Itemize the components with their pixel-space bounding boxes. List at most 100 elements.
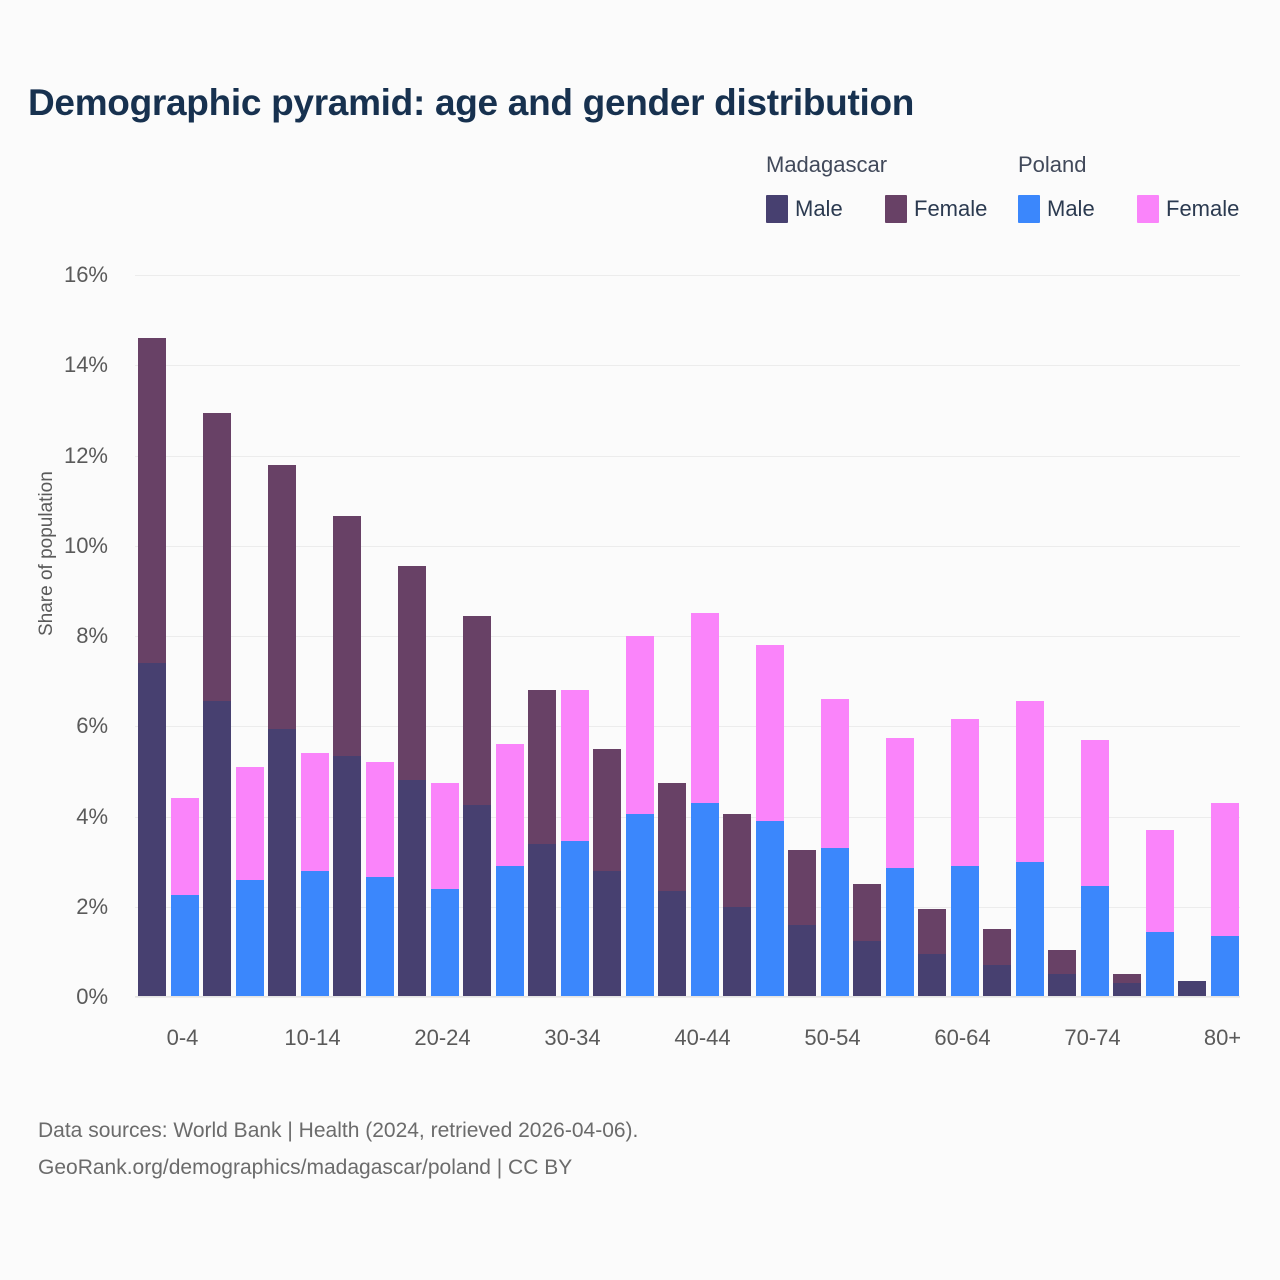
bar-segment[interactable] [853,884,881,941]
bar-poland[interactable] [171,798,199,997]
bar-segment[interactable] [561,841,589,997]
bar-segment[interactable] [951,866,979,997]
bar-poland[interactable] [1016,701,1044,997]
bar-segment[interactable] [366,762,394,878]
bar-segment[interactable] [366,877,394,997]
bar-segment[interactable] [268,464,296,729]
bar-madagascar[interactable] [788,850,816,997]
bar-segment[interactable] [593,748,621,871]
legend-item-madagascar-male[interactable]: Male [766,192,843,226]
bar-madagascar[interactable] [723,814,751,997]
bar-segment[interactable] [1211,936,1239,997]
bar-segment[interactable] [723,906,751,997]
bar-poland[interactable] [821,699,849,997]
legend-item-poland-female[interactable]: Female [1137,192,1239,226]
bar-segment[interactable] [301,753,329,871]
bar-madagascar[interactable] [333,516,361,997]
bar-segment[interactable] [333,755,361,997]
bar-madagascar[interactable] [1048,949,1076,997]
bar-segment[interactable] [626,814,654,997]
bar-segment[interactable] [886,868,914,997]
bar-segment[interactable] [658,782,686,891]
bar-segment[interactable] [236,766,264,880]
bar-segment[interactable] [756,821,784,997]
bar-segment[interactable] [171,895,199,997]
bar-madagascar[interactable] [593,748,621,997]
bar-segment[interactable] [658,890,686,997]
bar-segment[interactable] [138,663,166,997]
bar-segment[interactable] [983,965,1011,997]
bar-madagascar[interactable] [268,464,296,997]
bar-segment[interactable] [1048,949,1076,975]
bar-segment[interactable] [1113,974,1141,984]
bar-madagascar[interactable] [463,615,491,997]
bar-poland[interactable] [431,782,459,997]
bar-segment[interactable] [236,879,264,997]
bar-poland[interactable] [756,645,784,997]
bar-madagascar[interactable] [398,566,426,997]
bar-segment[interactable] [918,909,946,955]
bar-segment[interactable] [1081,886,1109,997]
bar-poland[interactable] [561,690,589,997]
bar-segment[interactable] [821,699,849,849]
bar-segment[interactable] [983,929,1011,966]
bar-segment[interactable] [1016,861,1044,997]
bar-segment[interactable] [398,566,426,781]
bar-segment[interactable] [1113,983,1141,997]
legend-item-poland-male[interactable]: Male [1018,192,1095,226]
bar-segment[interactable] [496,866,524,997]
bar-madagascar[interactable] [1178,981,1206,997]
bar-segment[interactable] [1146,931,1174,997]
bar-poland[interactable] [301,753,329,997]
bar-poland[interactable] [1146,830,1174,997]
bar-segment[interactable] [1211,802,1239,937]
bar-segment[interactable] [138,338,166,664]
bar-segment[interactable] [431,782,459,889]
bar-segment[interactable] [788,924,816,997]
bar-segment[interactable] [463,615,491,806]
bar-segment[interactable] [1146,830,1174,932]
bar-segment[interactable] [788,850,816,925]
bar-madagascar[interactable] [983,929,1011,997]
bar-segment[interactable] [723,814,751,907]
bar-segment[interactable] [398,780,426,997]
bar-segment[interactable] [756,645,784,822]
bar-segment[interactable] [593,870,621,997]
bar-madagascar[interactable] [918,909,946,997]
bar-madagascar[interactable] [1113,974,1141,997]
bar-segment[interactable] [821,848,849,997]
bar-poland[interactable] [366,762,394,997]
bar-poland[interactable] [496,744,524,997]
bar-madagascar[interactable] [853,884,881,997]
bar-poland[interactable] [626,636,654,997]
bar-segment[interactable] [528,843,556,997]
bar-segment[interactable] [333,516,361,756]
bar-segment[interactable] [301,870,329,997]
bar-segment[interactable] [203,412,231,702]
bar-poland[interactable] [236,766,264,997]
bar-segment[interactable] [561,690,589,842]
bar-segment[interactable] [463,805,491,997]
bar-madagascar[interactable] [528,690,556,997]
bar-segment[interactable] [496,744,524,867]
bar-segment[interactable] [203,701,231,997]
bar-segment[interactable] [1048,974,1076,997]
bar-segment[interactable] [853,940,881,997]
bar-segment[interactable] [1016,701,1044,862]
bar-segment[interactable] [1178,981,1206,997]
bar-segment[interactable] [691,613,719,803]
bar-segment[interactable] [1081,739,1109,887]
bar-segment[interactable] [431,888,459,997]
bar-segment[interactable] [691,802,719,997]
legend-item-madagascar-female[interactable]: Female [885,192,987,226]
bar-segment[interactable] [171,798,199,896]
bar-madagascar[interactable] [658,782,686,997]
bar-poland[interactable] [886,737,914,997]
bar-segment[interactable] [528,690,556,844]
bar-segment[interactable] [886,737,914,869]
bar-segment[interactable] [918,954,946,997]
bar-segment[interactable] [626,636,654,815]
bar-madagascar[interactable] [203,412,231,997]
bar-poland[interactable] [1081,739,1109,997]
bar-segment[interactable] [951,719,979,867]
